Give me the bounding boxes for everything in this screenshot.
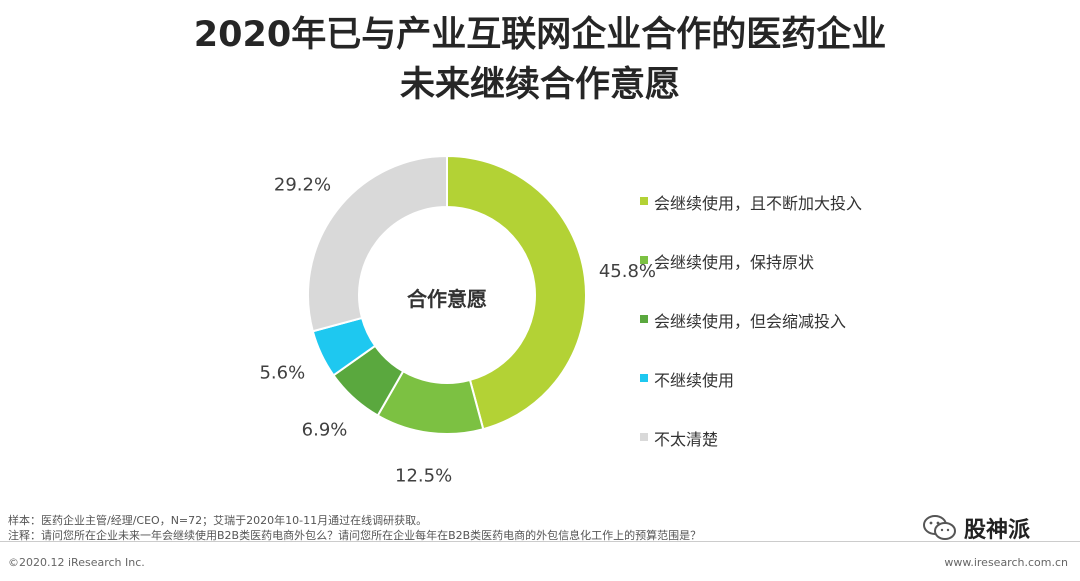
legend-label: 会继续使用，保持原状 [654,253,815,272]
legend-item: 不继续使用 [640,367,862,426]
sample-note: 样本：医药企业主管/经理/CEO，N=72；艾瑞于2020年10-11月通过在线… [8,514,428,527]
donut-slice [446,154,587,431]
chart-title: 2020年已与产业互联网企业合作的医药企业 未来继续合作意愿 [0,10,1080,110]
legend-swatch [640,374,648,382]
slice-value-label: 6.9% [302,420,348,441]
slice-value-label: 5.6% [259,362,305,383]
slice-value-label: 45.8% [599,261,656,282]
chart-title-line2: 未来继续合作意愿 [399,65,680,105]
legend-item: 不太清楚 [640,426,862,485]
legend-item: 会继续使用，保持原状 [640,249,862,308]
slice-value-label: 29.2% [274,174,331,195]
site-url: www.iresearch.com.cn [944,556,1068,569]
footer-divider [0,541,1080,542]
legend-swatch [640,256,648,264]
chart-legend: 会继续使用，且不断加大投入 会继续使用，保持原状会继续使用，但会缩减投入 不继续使用… [640,190,862,485]
wechat-icon [923,515,956,540]
legend-swatch [640,433,648,441]
legend-label: 会继续使用，但会缩减投入 [654,312,847,331]
donut-center-label: 合作意愿 [407,287,487,311]
legend-label: 不继续使用 [654,371,735,390]
donut-chart: 45.8% 12.5% 6.9% 5.6% 29.2% 合作意愿 [259,154,656,486]
donut-labels: 45.8% 12.5% 6.9% 5.6% 29.2% [259,174,656,486]
chart-title-line1: 2020年已与产业互联网企业合作的医药企业 [193,15,887,55]
donut-slice [307,154,448,333]
legend-swatch [640,315,648,323]
legend-label: 会继续使用，且不断加大投入 [654,194,863,213]
legend-label: 不太清楚 [654,430,719,449]
brand-name: 股神派 [964,518,1031,543]
brand-watermark: 股神派 [922,512,1030,544]
copyright: ©2020.12 iResearch Inc. [8,556,145,569]
legend-item: 会继续使用，但会缩减投入 [640,308,862,367]
donut-slices [307,154,587,435]
legend-swatch [640,197,648,205]
slice-value-label: 12.5% [395,465,452,486]
question-note: 注释：请问您所在企业未来一年会继续使用B2B类医药电商外包么？请问您所在企业每年… [8,529,702,542]
legend-item: 会继续使用，且不断加大投入 [640,190,862,249]
